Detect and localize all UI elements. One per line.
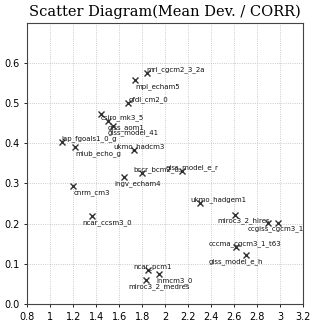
Text: giss_model_e_h: giss_model_e_h bbox=[209, 258, 263, 265]
Text: csiro_mk3_5: csiro_mk3_5 bbox=[101, 114, 144, 121]
Text: mpi_echam5: mpi_echam5 bbox=[135, 83, 180, 90]
Text: ukmo_hadgem1: ukmo_hadgem1 bbox=[191, 196, 247, 203]
Text: miroc3_2_hires: miroc3_2_hires bbox=[217, 218, 270, 224]
Text: iap_fgoals1_0_g: iap_fgoals1_0_g bbox=[62, 136, 117, 142]
Text: giss_model_e_r: giss_model_e_r bbox=[165, 165, 218, 171]
Text: giss_model_41: giss_model_41 bbox=[108, 129, 159, 136]
Text: ccgiss_cgcm3_1: ccgiss_cgcm3_1 bbox=[248, 226, 304, 232]
Text: gfdl_cm2_0: gfdl_cm2_0 bbox=[129, 96, 168, 103]
Text: miub_echo_g: miub_echo_g bbox=[76, 151, 121, 157]
Text: ncar_ccsm3_0: ncar_ccsm3_0 bbox=[83, 219, 132, 226]
Text: inmcm3_0: inmcm3_0 bbox=[156, 277, 192, 284]
Text: cccma_cgcm3_1_t63: cccma_cgcm3_1_t63 bbox=[209, 240, 282, 247]
Title: Scatter Diagram(Mean Dev. / CORR): Scatter Diagram(Mean Dev. / CORR) bbox=[29, 4, 301, 19]
Text: mri_cgcm2_3_2a: mri_cgcm2_3_2a bbox=[147, 66, 205, 73]
Text: ingv_echam4: ingv_echam4 bbox=[115, 180, 161, 187]
Text: ncar_pcm1: ncar_pcm1 bbox=[133, 263, 171, 270]
Text: cnrm_cm3: cnrm_cm3 bbox=[73, 189, 110, 196]
Text: ukmo_hadcm3: ukmo_hadcm3 bbox=[113, 143, 165, 150]
Text: giss_aom1: giss_aom1 bbox=[108, 124, 145, 131]
Text: miroc3_2_medres: miroc3_2_medres bbox=[129, 283, 190, 289]
Text: bccr_bcm2_0: bccr_bcm2_0 bbox=[133, 167, 179, 173]
